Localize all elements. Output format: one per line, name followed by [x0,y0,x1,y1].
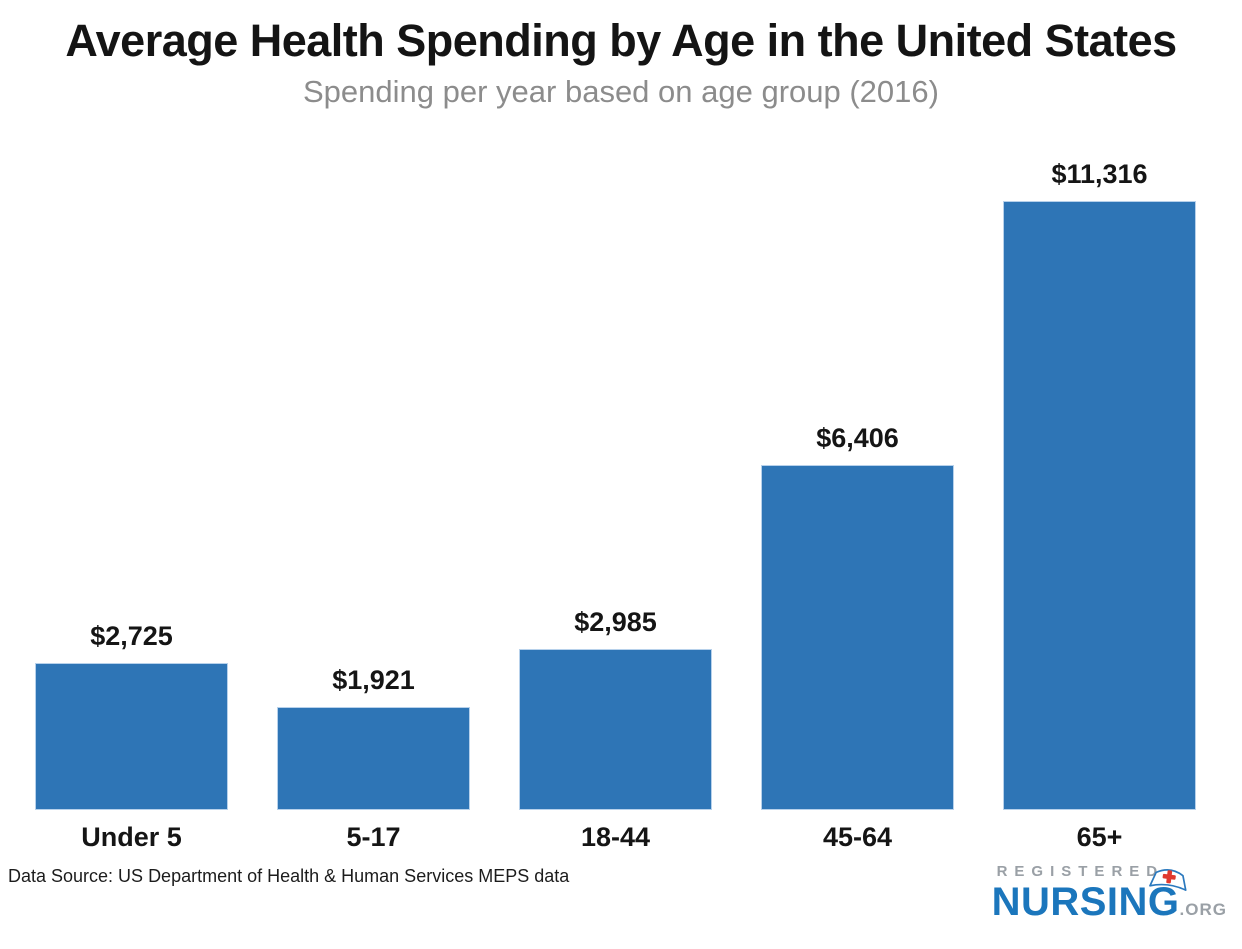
x-axis-label: 18-44 [580,822,651,852]
bar-column: $2,985 [519,607,712,810]
registerednursing-logo: REGISTERED NURSING.ORG [992,864,1227,924]
nurse-cap-icon [1149,869,1187,891]
bar [519,649,712,810]
x-axis-label: Under 5 [81,822,182,852]
bar-value-label: $1,921 [332,664,415,695]
bar [1003,201,1196,810]
bar-column: $2,725 [35,621,228,810]
bar-column: $6,406 [761,423,954,810]
bar [761,465,954,810]
bar-value-label: $11,316 [1051,158,1148,189]
x-axis-labels: Under 5 5-17 18-44 45-64 65+ [35,822,1196,853]
x-axis-label: 5-17 [346,822,401,852]
bar [35,663,228,810]
bar-value-label: $2,725 [90,620,173,651]
bar [277,707,470,810]
logo-nursing-text: NURSING.ORG [991,869,1227,924]
bar-chart: $2,725 $1,921 $2,985 $6,406 $11,316 [35,159,1196,810]
x-axis-label: 65+ [1076,822,1123,852]
x-axis-label: 45-64 [822,822,893,852]
chart-header: Average Health Spending by Age in the Un… [0,0,1242,110]
chart-subtitle: Spending per year based on age group (20… [303,73,939,109]
logo-org-suffix: .ORG [1179,900,1227,919]
bar-value-label: $6,406 [816,422,899,453]
logo-nursing-word: NURSING [991,880,1180,924]
bar-column: $1,921 [277,665,470,810]
bar-value-label: $2,985 [574,606,657,637]
chart-title: Average Health Spending by Age in the Un… [65,15,1177,66]
logo-registered-text: REGISTERED [996,863,1165,880]
bar-column: $11,316 [1003,159,1196,810]
data-source-note: Data Source: US Department of Health & H… [8,866,570,886]
